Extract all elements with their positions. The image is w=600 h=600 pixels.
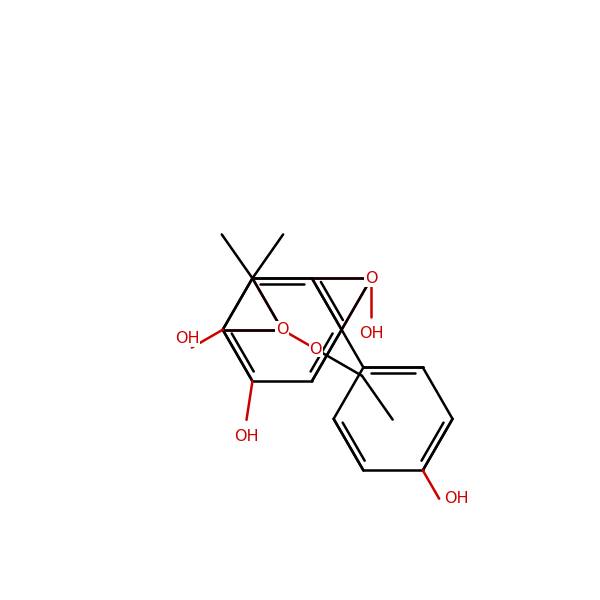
Text: O: O <box>365 271 377 286</box>
Text: OH: OH <box>234 429 259 444</box>
Text: O: O <box>276 322 289 337</box>
Text: OH: OH <box>175 331 199 346</box>
Text: OH: OH <box>444 491 469 506</box>
Text: OH: OH <box>359 326 383 341</box>
Text: O: O <box>310 341 322 356</box>
